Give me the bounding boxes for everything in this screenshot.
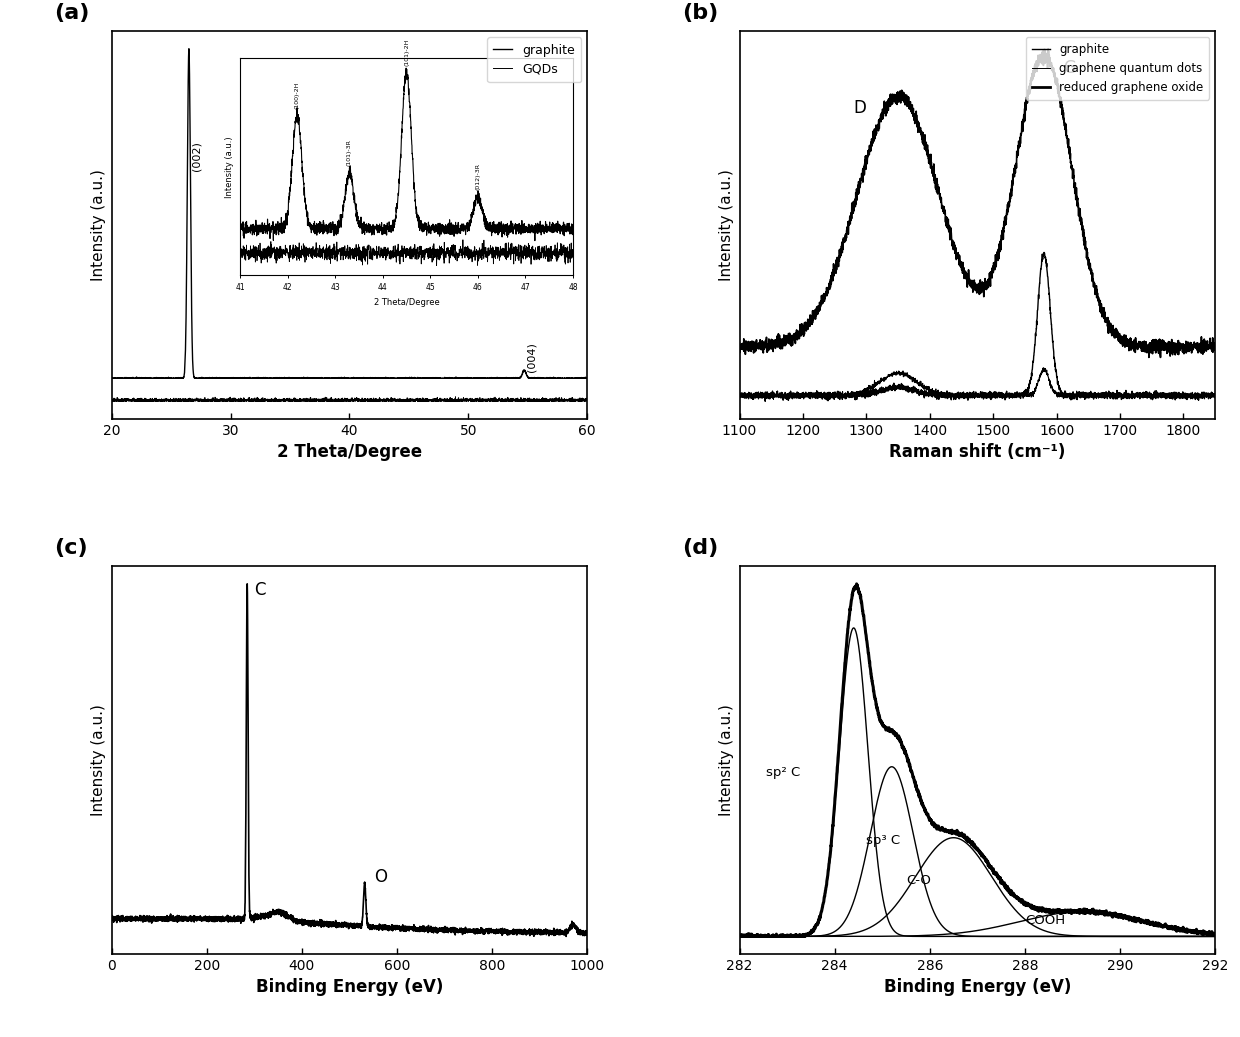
- Text: (a): (a): [55, 3, 89, 24]
- Text: sp² C: sp² C: [765, 766, 800, 779]
- Text: sp³ C: sp³ C: [866, 834, 900, 847]
- Text: C: C: [254, 581, 265, 599]
- X-axis label: 2 Theta/Degree: 2 Theta/Degree: [277, 443, 422, 461]
- Y-axis label: Intensity (a.u.): Intensity (a.u.): [719, 169, 734, 281]
- X-axis label: Binding Energy (eV): Binding Energy (eV): [884, 979, 1071, 997]
- Text: G: G: [1063, 59, 1076, 77]
- Text: (d): (d): [682, 538, 719, 559]
- Text: (b): (b): [682, 3, 719, 24]
- X-axis label: Binding Energy (eV): Binding Energy (eV): [255, 979, 443, 997]
- Text: (004): (004): [527, 342, 537, 371]
- Legend: graphite, GQDs: graphite, GQDs: [487, 37, 582, 82]
- Text: COOH: COOH: [1025, 914, 1065, 927]
- Text: C-O: C-O: [906, 874, 931, 887]
- X-axis label: Raman shift (cm⁻¹): Raman shift (cm⁻¹): [889, 443, 1065, 461]
- Text: (002): (002): [191, 141, 201, 171]
- Y-axis label: Intensity (a.u.): Intensity (a.u.): [91, 169, 107, 281]
- Text: D: D: [853, 99, 867, 117]
- Text: O: O: [374, 868, 387, 886]
- Legend: graphite, graphene quantum dots, reduced graphene oxide: graphite, graphene quantum dots, reduced…: [1025, 37, 1209, 100]
- Text: (c): (c): [55, 538, 88, 559]
- Y-axis label: Intensity (a.u.): Intensity (a.u.): [719, 704, 734, 816]
- Y-axis label: Intensity (a.u.): Intensity (a.u.): [91, 704, 107, 816]
